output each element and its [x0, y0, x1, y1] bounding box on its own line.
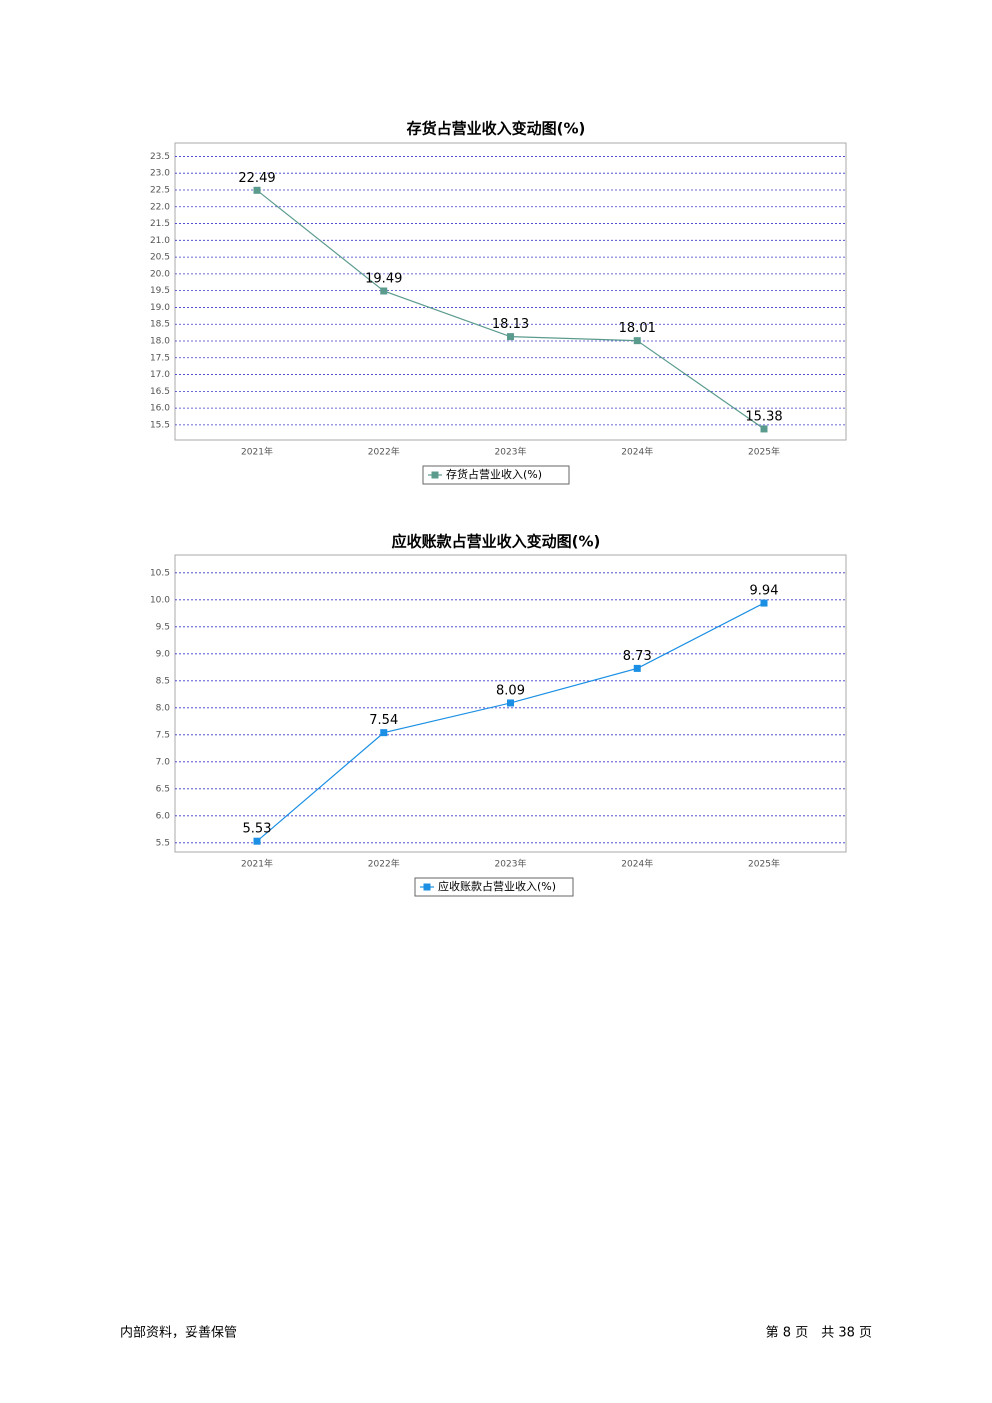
y-tick-label: 6.5 — [156, 784, 170, 794]
y-tick-label: 22.5 — [150, 185, 170, 195]
y-tick-label: 7.5 — [156, 730, 170, 740]
x-tick-label: 2023年 — [495, 858, 527, 870]
data-point — [253, 837, 261, 845]
y-tick-label: 6.0 — [156, 811, 171, 821]
data-label: 15.38 — [745, 409, 782, 424]
data-label: 8.73 — [623, 649, 652, 664]
y-tick-label: 9.5 — [156, 622, 170, 632]
data-point — [380, 287, 388, 295]
data-label: 18.01 — [619, 321, 656, 336]
x-tick-label: 2022年 — [368, 858, 400, 870]
y-tick-label: 10.0 — [150, 595, 170, 605]
data-label: 7.54 — [369, 713, 398, 728]
data-point — [507, 333, 514, 341]
legend-box — [414, 877, 574, 897]
legend-box — [422, 465, 570, 485]
y-tick-label: 19.5 — [150, 286, 170, 296]
y-tick-label: 23.5 — [150, 152, 170, 162]
x-tick-label: 2025年 — [748, 858, 780, 870]
y-tick-label: 22.0 — [150, 202, 170, 212]
y-tick-label: 17.5 — [150, 353, 170, 363]
legend-label: 应收账款占营业收入(%) — [438, 879, 556, 893]
y-tick-label: 7.0 — [156, 757, 171, 767]
data-label: 18.13 — [492, 317, 529, 332]
data-label: 19.49 — [365, 271, 402, 286]
y-tick-label: 19.0 — [150, 303, 170, 313]
data-point — [380, 729, 388, 737]
data-label: 22.49 — [238, 171, 275, 186]
plot-area — [174, 142, 847, 441]
y-tick-label: 8.0 — [156, 703, 171, 713]
data-point — [633, 664, 641, 672]
x-tick-label: 2024年 — [621, 858, 653, 870]
x-tick-label: 2021年 — [241, 858, 273, 870]
y-tick-label: 16.5 — [150, 387, 170, 397]
data-label: 9.94 — [750, 584, 779, 599]
data-point — [507, 699, 514, 707]
data-point — [760, 599, 768, 607]
x-tick-label: 2023年 — [495, 446, 527, 458]
x-tick-label: 2025年 — [748, 446, 780, 458]
y-tick-label: 18.0 — [150, 337, 170, 347]
y-tick-label: 9.0 — [156, 649, 171, 659]
y-tick-label: 5.5 — [156, 838, 170, 848]
y-tick-label: 20.5 — [150, 253, 170, 263]
y-tick-label: 16.0 — [150, 404, 170, 414]
y-tick-label: 18.5 — [150, 320, 170, 330]
y-tick-label: 23.0 — [150, 169, 170, 179]
data-point — [760, 425, 768, 433]
legend-marker — [431, 471, 439, 479]
y-tick-label: 21.5 — [150, 219, 170, 229]
y-tick-label: 15.5 — [150, 420, 170, 430]
y-tick-label: 20.0 — [150, 269, 170, 279]
chart-title: 存货占营业收入变动图(%) — [407, 120, 586, 138]
y-tick-label: 17.0 — [150, 370, 170, 380]
chart-title: 应收账款占营业收入变动图(%) — [392, 533, 601, 551]
data-point — [253, 186, 261, 194]
data-label: 8.09 — [496, 683, 525, 698]
y-tick-label: 8.5 — [156, 676, 170, 686]
data-label: 5.53 — [243, 822, 272, 837]
footer-right: 第 8 页 共 38 页 — [766, 1326, 872, 1341]
footer-left: 内部资料，妥善保管 — [120, 1325, 237, 1341]
x-tick-label: 2022年 — [368, 446, 400, 458]
y-tick-label: 21.0 — [150, 236, 170, 246]
x-tick-label: 2021年 — [241, 446, 273, 458]
x-tick-label: 2024年 — [621, 446, 653, 458]
data-point — [633, 337, 641, 345]
y-tick-label: 10.5 — [150, 568, 170, 578]
legend-label: 存货占营业收入(%) — [446, 467, 542, 481]
legend-marker — [423, 883, 431, 891]
